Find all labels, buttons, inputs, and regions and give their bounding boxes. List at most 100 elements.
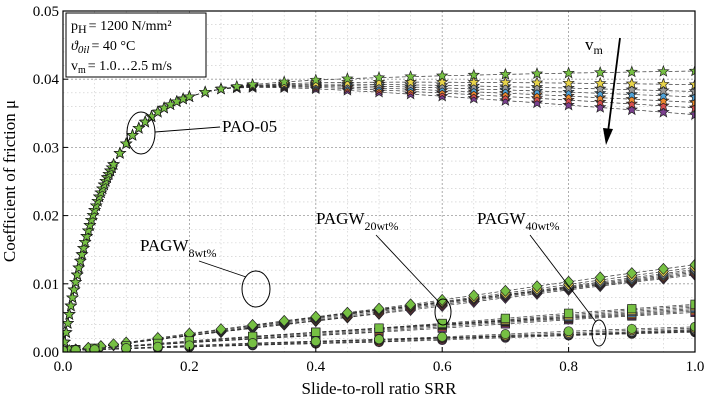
data-point-star: [530, 67, 544, 80]
data-point-star: [499, 80, 512, 92]
data-point-star: [72, 261, 86, 274]
data-point-star: [657, 99, 670, 112]
x-tick-label: 0.8: [559, 359, 578, 375]
data-point-star: [67, 283, 81, 296]
data-point-square: [500, 313, 510, 323]
data-point-diamond: [657, 262, 669, 275]
data-point-star: [198, 85, 212, 98]
data-point-square: [374, 323, 384, 333]
data-point-star: [63, 325, 73, 338]
data-point-circle: [70, 345, 81, 352]
data-point-star: [625, 92, 639, 105]
vm-arrow: vm: [585, 35, 621, 145]
series-line: [63, 308, 695, 351]
data-point-circle: [374, 334, 384, 345]
data-point-star: [63, 307, 76, 320]
data-point-star: [562, 81, 575, 94]
data-point-star: [593, 86, 607, 99]
data-point-star: [593, 76, 607, 89]
y-tick-label: 0.05: [33, 4, 59, 20]
data-point-star: [230, 79, 244, 92]
y-tick-label: 0.03: [33, 140, 59, 156]
pressure-label: pH = 1200 N/mm²: [71, 19, 172, 36]
data-point-star: [69, 275, 82, 288]
data-point-star: [499, 67, 512, 80]
data-point-star: [657, 105, 670, 118]
pagw20-label: PAGW20wt%: [316, 209, 399, 233]
data-point-diamond: [215, 323, 227, 336]
series-line: [63, 326, 695, 351]
data-point-diamond: [436, 293, 448, 306]
data-point-star: [530, 84, 544, 97]
data-point-star: [113, 146, 127, 159]
data-point-star: [593, 95, 607, 108]
data-point-diamond: [499, 284, 511, 297]
data-point-circle: [89, 344, 100, 352]
series-points: [63, 64, 695, 352]
data-point-circle: [626, 323, 637, 334]
series-line: [63, 309, 695, 351]
data-point-star: [593, 82, 607, 95]
data-point-star: [309, 73, 323, 86]
data-point-star: [657, 94, 670, 107]
pao-label: PAO-05: [222, 117, 277, 136]
data-point-star: [657, 77, 670, 90]
group-star: [63, 64, 695, 352]
data-point-star: [625, 65, 639, 78]
pagw8-label: PAGW8wt%: [140, 236, 217, 260]
data-point-star: [562, 76, 575, 89]
data-point-star: [688, 64, 695, 77]
data-point-circle: [310, 336, 321, 347]
data-point-star: [341, 72, 354, 85]
data-point-star: [132, 121, 146, 134]
series-line: [63, 329, 695, 351]
velocity-label: vm = 1.0…2.5 m/s: [71, 59, 172, 76]
data-point-diamond: [531, 280, 543, 293]
data-point-star: [688, 84, 695, 97]
data-point-square: [311, 327, 321, 337]
x-axis-title: Slide-to-roll ratio SRR: [302, 379, 458, 398]
series-line: [63, 306, 695, 351]
data-point-star: [372, 71, 386, 84]
series-line: [63, 310, 695, 351]
data-point-diamond: [310, 310, 322, 323]
data-point-star: [593, 100, 607, 113]
data-point-star: [593, 66, 607, 78]
data-point-star: [467, 68, 481, 81]
y-tick-label: 0.01: [33, 277, 59, 293]
data-point-star: [562, 85, 575, 98]
series-layer: [63, 64, 695, 352]
vm-arrow-label: vm: [585, 35, 604, 57]
series-line: [63, 303, 695, 351]
data-point-star: [63, 316, 75, 329]
data-point-diamond: [278, 314, 290, 327]
x-tick-label: 0.0: [54, 359, 73, 375]
data-point-diamond: [689, 258, 695, 271]
data-point-square: [564, 308, 574, 318]
data-point-star: [372, 75, 386, 88]
data-point-star: [562, 93, 575, 106]
data-point-star: [63, 335, 71, 348]
data-point-star: [530, 88, 544, 101]
data-point-circle: [247, 338, 258, 349]
data-point-star: [688, 90, 695, 103]
y-axis-title: Coefficient of friction μ: [0, 100, 19, 262]
data-point-star: [126, 128, 139, 141]
data-point-star: [562, 66, 575, 79]
data-point-circle: [437, 331, 448, 342]
x-tick-label: 0.4: [306, 359, 325, 375]
data-point-star: [435, 69, 449, 82]
data-point-star: [435, 75, 449, 88]
data-point-diamond: [468, 289, 480, 302]
data-point-star: [657, 64, 670, 77]
data-point-star: [341, 75, 354, 88]
data-point-star: [246, 78, 259, 90]
data-point-star: [688, 95, 695, 108]
y-tick-label: 0.00: [33, 345, 59, 361]
data-point-star: [625, 87, 639, 100]
data-point-star: [64, 299, 78, 312]
oil-temperature-label: ϑ0il = 40 °C: [71, 39, 135, 56]
series-points: [63, 321, 695, 352]
data-point-star: [404, 75, 417, 88]
data-point-diamond: [594, 271, 606, 284]
